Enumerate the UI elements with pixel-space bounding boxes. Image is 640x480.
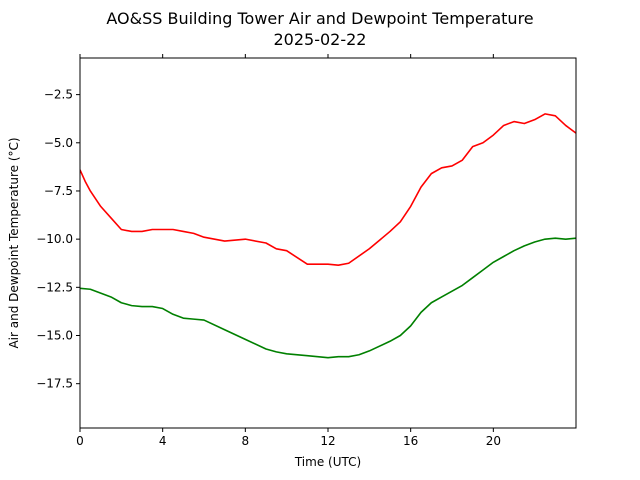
x-tick-label: 16 — [403, 434, 418, 448]
x-tick-label: 20 — [486, 434, 501, 448]
dewpoint-temperature-line — [80, 237, 576, 359]
y-tick-label: −12.5 — [36, 280, 73, 294]
x-axis-label: Time (UTC) — [294, 455, 361, 469]
y-tick-label: −10.0 — [36, 232, 73, 246]
x-tick-label: 8 — [242, 434, 250, 448]
air-temperature-line — [80, 113, 576, 266]
x-tick-label: 4 — [159, 434, 167, 448]
x-tick-label: 0 — [76, 434, 84, 448]
plot-frame — [79, 57, 577, 429]
x-tick-label: 12 — [320, 434, 335, 448]
y-axis: −17.5 −15.0 −12.5 −10.0 −7.5 −5.0 −2.5 — [36, 88, 80, 391]
y-tick-label: −5.0 — [44, 136, 73, 150]
y-axis-label: Air and Dewpoint Temperature (°C) — [7, 137, 21, 348]
series-group — [80, 113, 576, 359]
y-tick-label: −15.0 — [36, 329, 73, 343]
x-axis: 0 4 8 12 16 20 — [76, 54, 501, 448]
y-tick-label: −17.5 — [36, 377, 73, 391]
y-tick-label: −7.5 — [44, 184, 73, 198]
chart-subtitle: 2025-02-22 — [274, 30, 367, 49]
chart-title: AO&SS Building Tower Air and Dewpoint Te… — [106, 9, 533, 28]
y-tick-label: −2.5 — [44, 88, 73, 102]
